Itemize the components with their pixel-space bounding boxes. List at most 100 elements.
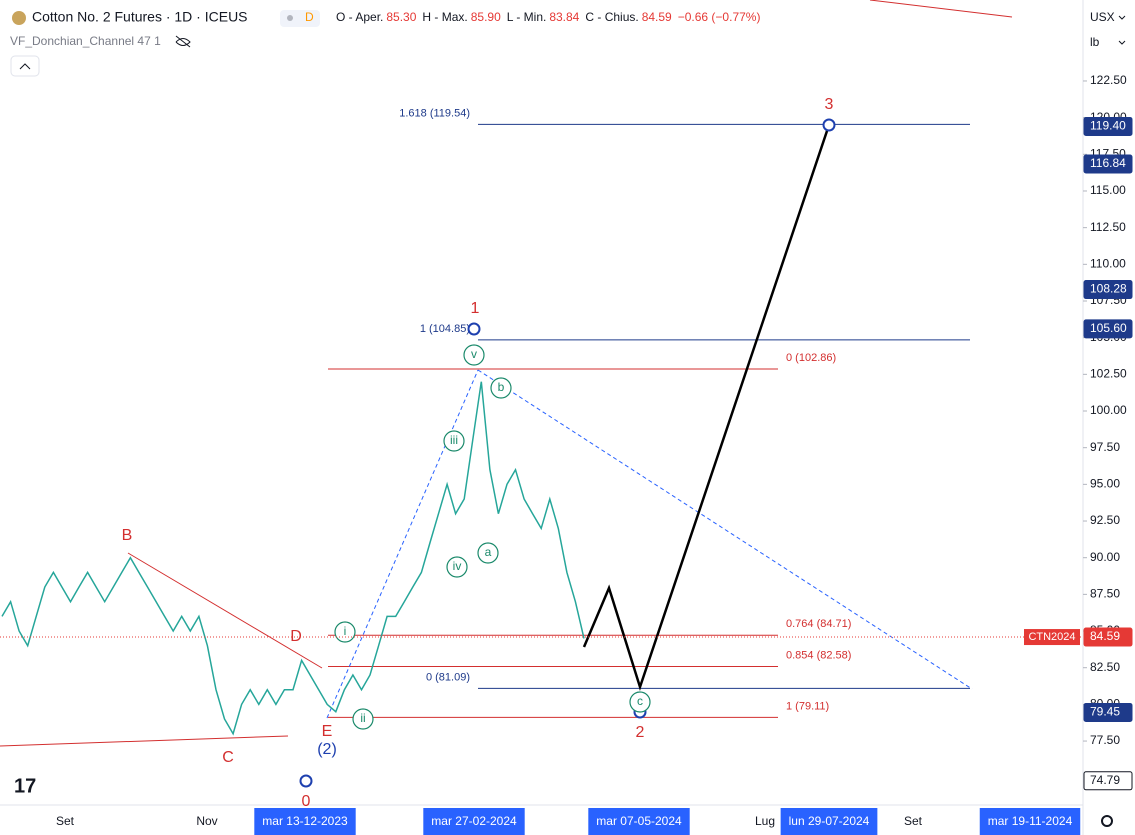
wave-label: b	[498, 380, 505, 394]
y-tick-label: 92.50	[1090, 513, 1120, 527]
price-axis: 77.5080.0082.5085.0087.5090.0092.5095.00…	[0, 73, 1133, 791]
wave-label: B	[122, 527, 133, 544]
price-tag	[1083, 627, 1133, 647]
ohlc-label: L - Min.	[507, 10, 547, 24]
wave-circle	[352, 708, 374, 730]
wave-circle	[443, 430, 465, 452]
x-tick-label: Set	[904, 814, 923, 828]
fib-label: 0.854 (82.58)	[786, 649, 851, 661]
fib-label: 0.764 (84.71)	[786, 618, 851, 630]
point-marker	[822, 118, 836, 132]
y-tick-label: 102.50	[1090, 367, 1127, 381]
wave-circle	[463, 344, 485, 366]
wave-label: E	[322, 723, 333, 740]
y-tick-label: 100.00	[1090, 403, 1127, 417]
y-tick-label: 95.00	[1090, 477, 1120, 491]
settings-icon[interactable]	[1101, 815, 1113, 827]
x-tick-highlight	[979, 808, 1081, 835]
ohlc-value: 85.30	[386, 10, 416, 24]
collapse-icon	[19, 63, 31, 70]
fib-label: 1 (79.11)	[786, 700, 829, 712]
y-tick-label: 112.50	[1090, 220, 1126, 234]
wave-label: 1	[471, 300, 480, 317]
wave-label: (2)	[317, 741, 337, 758]
point-marker	[299, 774, 313, 788]
badge-bg[interactable]	[280, 10, 320, 27]
unit: lb	[1090, 35, 1100, 49]
wave-label: C	[222, 749, 234, 766]
ohlc-value: 83.84	[549, 10, 579, 24]
point-marker	[467, 322, 481, 336]
currency-select[interactable]	[1087, 8, 1131, 28]
y-tick-label: 77.50	[1090, 733, 1120, 747]
wave-label: iii	[450, 433, 458, 447]
wave-circle	[477, 542, 499, 564]
wave-label: 3	[825, 96, 834, 113]
ohlc-value: 85.90	[471, 10, 501, 24]
wave-label: c	[637, 694, 643, 708]
x-tick-label: lun 29-07-2024	[789, 814, 870, 828]
x-tick-highlight	[423, 808, 525, 835]
x-tick-label: mar 27-02-2024	[431, 814, 517, 828]
wave-label: i	[344, 624, 347, 638]
trend-line	[0, 735, 289, 747]
x-tick-label: mar 13-12-2023	[262, 814, 348, 828]
symbol-title: Cotton No. 2 Futures · 1D · ICEUS	[32, 9, 248, 25]
x-tick-highlight	[254, 808, 356, 835]
x-tick-label: Nov	[196, 814, 217, 828]
wave-label: D	[290, 628, 302, 645]
ohlc-value: 84.59	[642, 10, 672, 24]
collapse-button[interactable]	[10, 55, 40, 77]
badge: D	[305, 10, 314, 24]
y-tick-label: 115.00	[1090, 183, 1126, 197]
y-tick-label: 82.50	[1090, 660, 1120, 674]
symbol-tag	[1024, 629, 1080, 646]
price-series	[1, 381, 585, 736]
indicator: VF_Donchian_Channel 47 1	[10, 34, 161, 48]
wave-label: 0	[302, 793, 311, 810]
wave-circle	[490, 377, 512, 399]
x-tick-label: mar 07-05-2024	[596, 814, 682, 828]
wave-label: a	[485, 545, 492, 559]
price-tag-label: 74.79	[1090, 773, 1120, 787]
logo: 17	[14, 775, 36, 797]
price-tag-label: 79.45	[1090, 705, 1120, 719]
price-tag-label: 108.28	[1090, 282, 1127, 296]
price-line	[1, 381, 585, 736]
wave-label: 2	[636, 724, 645, 741]
price-tag	[1083, 702, 1133, 722]
ohlc: O - Aper. 85.30 H - Max. 85.90 L - Min. 83.84…	[336, 10, 760, 24]
price-tag-label: 105.60	[1090, 321, 1127, 335]
symbol-tag-label: CTN2024	[1028, 631, 1075, 643]
change: −0.66 (−0.77%)	[678, 10, 761, 24]
badge-dot	[287, 15, 293, 21]
wave-label: v	[471, 347, 477, 361]
hide-icon[interactable]	[175, 35, 191, 48]
fib-levels: 1.618 (119.54) 1 (104.85) 0 (102.86) 0.764 …	[328, 107, 970, 718]
ohlc-label: O - Aper.	[336, 10, 383, 24]
price-tag-label: 119.40	[1090, 119, 1126, 133]
x-tick-highlight	[780, 808, 878, 835]
price-tag-label: 84.59	[1090, 629, 1120, 643]
fib-label: 1 (104.85)	[420, 323, 470, 335]
price-tag	[1083, 771, 1133, 791]
x-tick-label: mar 19-11-2024	[988, 814, 1073, 828]
y-tick-label: 90.00	[1090, 550, 1120, 564]
wave-label: iv	[453, 559, 462, 573]
trend-line	[127, 552, 323, 669]
y-tick-label: 122.50	[1090, 73, 1127, 87]
price-tag	[1083, 154, 1133, 174]
price-tag	[1083, 116, 1133, 136]
wave-circle	[629, 691, 651, 713]
y-tick-label: 110.00	[1090, 256, 1126, 270]
ohlc-label: C - Chius.	[585, 10, 638, 24]
fib-label: 1.618 (119.54)	[399, 107, 470, 119]
price-tag-label: 116.84	[1090, 156, 1126, 170]
ohlc-label: H - Max.	[422, 10, 467, 24]
x-tick-label: Set	[56, 814, 75, 828]
fib-label: 0 (102.86)	[786, 352, 836, 364]
dropdown-icon	[1118, 40, 1126, 45]
symbol-icon	[12, 11, 26, 25]
